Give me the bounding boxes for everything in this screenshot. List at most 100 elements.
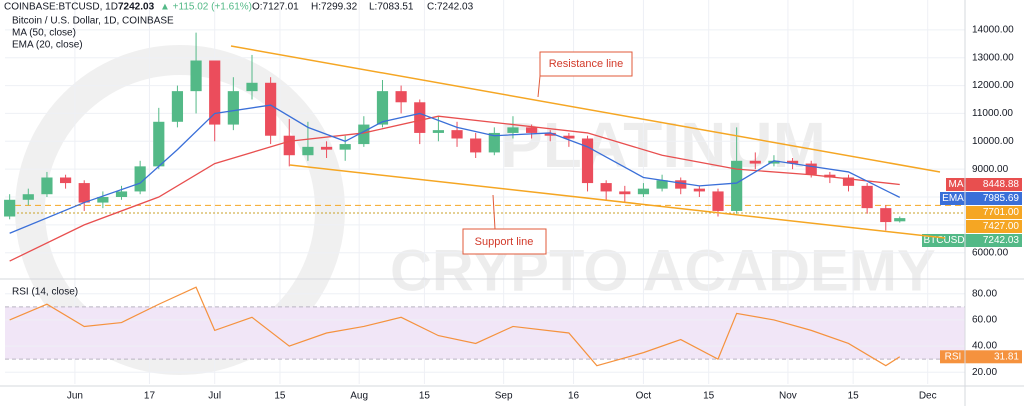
price-tag-name-label: BTCUSD	[923, 235, 964, 246]
header-change: ▲ +115.02 (+1.61%)	[160, 2, 252, 13]
candle-body	[824, 174, 836, 178]
x-tick-label: 15	[848, 391, 860, 402]
price-tag-value: 7985.69	[983, 193, 1020, 204]
candle-body	[749, 160, 761, 164]
x-tick-label: 17	[144, 391, 156, 402]
candle-body	[600, 183, 612, 192]
candle-body	[414, 102, 426, 133]
price-tag-value: 7242.03	[983, 235, 1020, 246]
price-tag-name-label: EMA	[942, 193, 964, 204]
y-tick-label: 60.00	[972, 315, 997, 326]
candle-body	[507, 127, 519, 133]
annotation: Resistance line	[549, 58, 624, 70]
y-tick-label: 20.00	[972, 367, 997, 378]
candle-body	[432, 130, 444, 133]
candle-body	[470, 138, 482, 153]
candle-body	[339, 144, 351, 150]
candle-body	[97, 197, 109, 203]
x-tick-label: Aug	[350, 391, 368, 402]
y-tick-label: 9000.00	[972, 164, 1009, 175]
x-tick-label: 15	[274, 391, 286, 402]
price-tag-name-label: RSI	[945, 351, 962, 362]
candle-body	[358, 124, 370, 145]
candle-body	[115, 191, 128, 197]
price-tag-name	[946, 177, 966, 191]
candle-body	[805, 163, 817, 175]
header-low: L:7083.51	[369, 2, 414, 13]
x-tick-label: Dec	[919, 391, 937, 402]
candle-body	[22, 194, 34, 200]
candle-body	[59, 177, 72, 184]
candle-body	[395, 91, 407, 103]
candle-body	[78, 183, 90, 203]
candle-body	[563, 135, 575, 139]
header-symbol: COINBASE:BTCUSD, 1D	[4, 2, 118, 13]
y-tick-label: 12000.00	[972, 80, 1014, 91]
x-tick-label: Jun	[67, 391, 83, 402]
candle-body	[731, 160, 743, 211]
candle-body	[693, 188, 705, 192]
candle-body	[786, 160, 799, 164]
chart-title: RSI (14, close)	[12, 287, 78, 298]
annotation-box	[539, 51, 633, 77]
annotation-box	[462, 228, 547, 255]
candle-body	[880, 208, 892, 223]
legend-entry: MA (50, close)	[12, 28, 76, 39]
candle-body	[4, 199, 16, 217]
candle-body	[544, 132, 556, 136]
indicator-line	[9, 104, 901, 234]
price-tag-name	[940, 350, 966, 364]
price-tag	[966, 350, 1022, 364]
candle-body	[619, 191, 631, 195]
price-tag-value: 7701.00	[983, 207, 1020, 218]
candle-body	[581, 138, 594, 184]
candle-body	[209, 60, 221, 125]
header-close: C:7242.03	[427, 2, 474, 13]
candle-body	[861, 185, 873, 209]
watermark: PLATINUM	[500, 109, 826, 181]
price-tag	[966, 233, 1022, 247]
rsi-band	[5, 306, 965, 360]
price-tag-name-label: MA	[949, 179, 964, 190]
candle-body	[712, 191, 724, 211]
annotation-arrow	[537, 75, 541, 98]
x-tick-label: Oct	[636, 391, 652, 402]
y-tick-label: 11000.00	[972, 108, 1013, 119]
price-tag-value: 7427.00	[983, 221, 1020, 232]
candle-body	[302, 146, 314, 156]
y-tick-label: 13000.00	[972, 52, 1014, 63]
y-tick-label: 10000.00	[972, 136, 1014, 147]
annotation-arrow	[492, 194, 496, 230]
candle-body	[265, 82, 277, 136]
candle-body	[894, 218, 906, 222]
header-high: H:7299.32	[311, 2, 358, 13]
candle-body	[283, 135, 295, 156]
rsi-line	[9, 286, 901, 367]
candle-body	[190, 60, 202, 92]
price-tag	[966, 205, 1022, 219]
watermark-logo	[15, 45, 345, 375]
candle-body	[637, 188, 650, 195]
y-tick-label: 14000.00	[972, 24, 1014, 35]
candle-body	[320, 146, 333, 150]
y-tick-label: 80.00	[972, 288, 997, 299]
candle-body	[171, 91, 184, 122]
indicator-line	[9, 115, 900, 262]
x-tick-label: 15	[419, 391, 431, 402]
candle-body	[41, 177, 53, 195]
legend-entry: EMA (20, close)	[12, 40, 83, 51]
candle-body	[526, 127, 538, 133]
chart-title: Bitcoin / U.S. Dollar, 1D, COINBASE	[12, 16, 174, 27]
header-price: 7242.03	[118, 2, 155, 13]
price-tag	[966, 191, 1022, 205]
price-tag-value: 31.81	[994, 351, 1019, 362]
candle-body	[134, 166, 146, 192]
x-tick-label: Sep	[495, 391, 513, 402]
x-tick-label: Nov	[779, 391, 797, 402]
price-tag-name	[940, 191, 966, 205]
x-tick-label: 15	[703, 391, 715, 402]
candle-body	[768, 160, 780, 164]
